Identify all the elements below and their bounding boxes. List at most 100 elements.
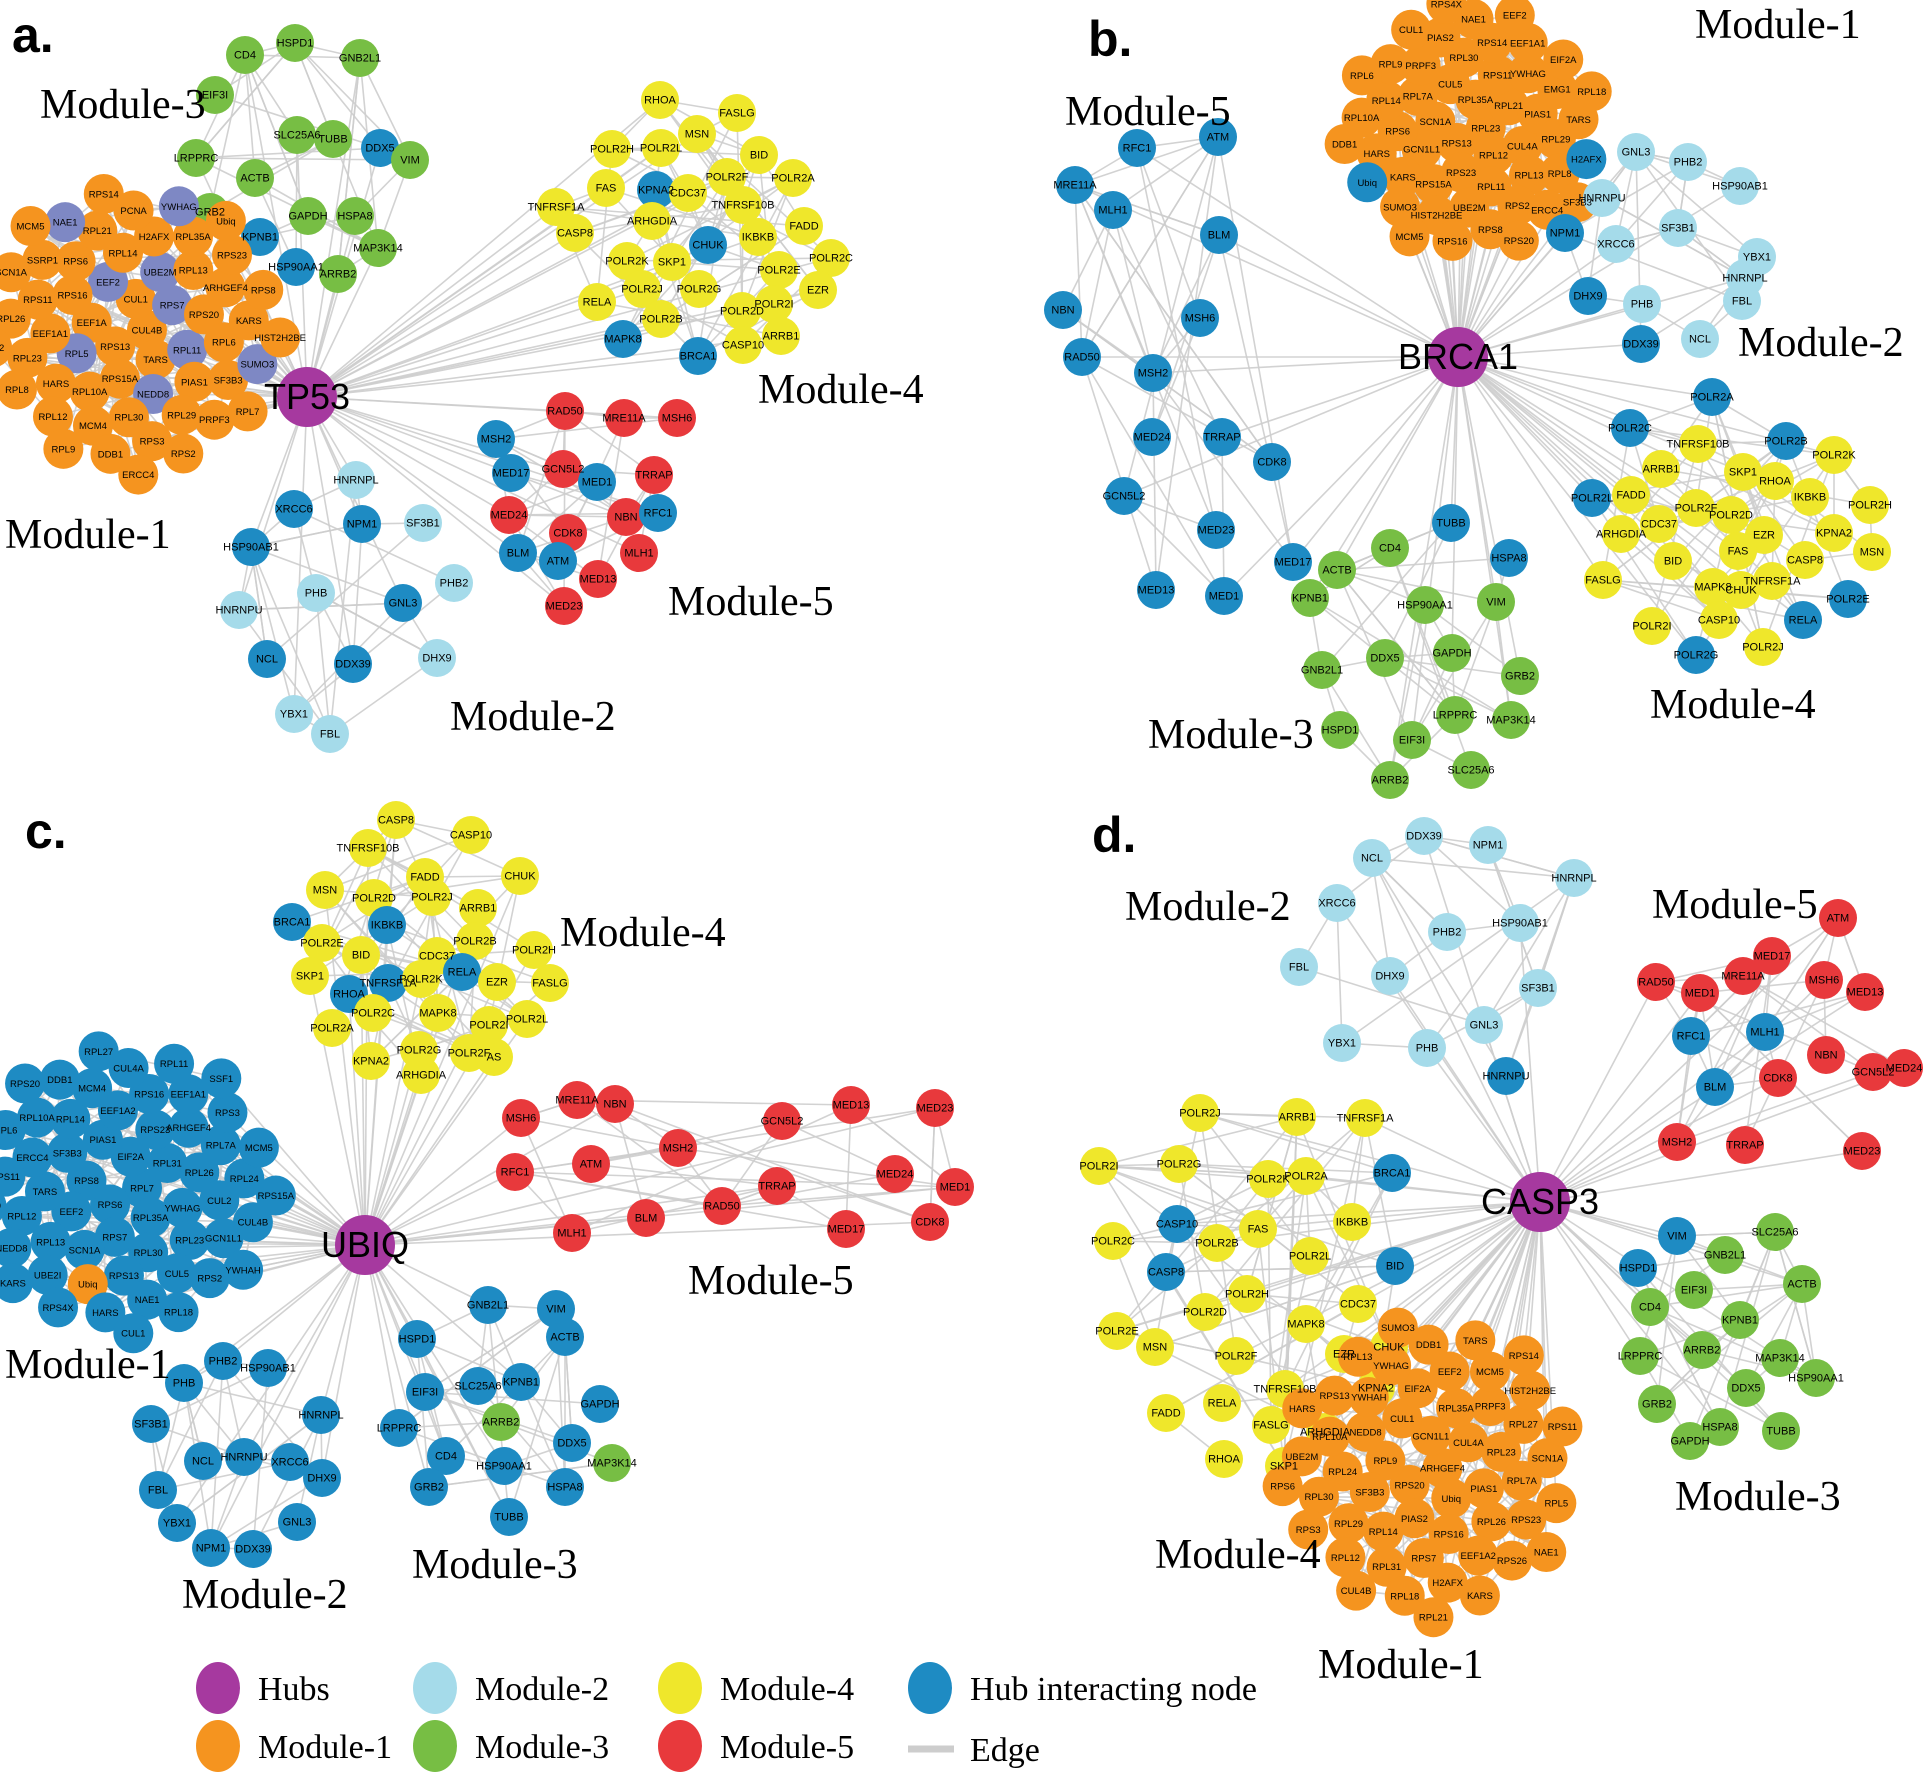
node-rpl9 <box>43 428 84 469</box>
node-label: PCNA <box>120 206 147 217</box>
node-label: RHOA <box>333 989 365 1001</box>
node-label: RPL6 <box>212 338 236 349</box>
node-label: SCN1A <box>1532 1454 1564 1465</box>
node-rpl26 <box>179 1152 220 1193</box>
node-rpl31 <box>147 1142 188 1183</box>
node-label: POLR2B <box>1764 436 1807 448</box>
node-label: YBX1 <box>1328 1038 1356 1050</box>
node-rps11 <box>1477 55 1518 96</box>
node-rpl24 <box>1322 1451 1363 1492</box>
node-label: RPL10A <box>1312 1432 1348 1443</box>
edge <box>1178 1163 1393 1174</box>
legend-swatch-module-4 <box>658 1662 702 1714</box>
edge <box>576 1099 723 1207</box>
node-label: RPS2 <box>1505 201 1530 212</box>
node-label: ATM <box>1207 132 1229 144</box>
node-label: PIAS1 <box>1524 109 1551 120</box>
node-label: HIST2H2BE <box>1411 211 1463 222</box>
node-label: ATM <box>580 1159 602 1171</box>
module-label-module-4: Module-4 <box>560 910 726 956</box>
node-label: HSPD1 <box>1322 725 1359 737</box>
module-label-module-3: Module-3 <box>40 82 206 128</box>
node-tubb <box>1432 504 1470 542</box>
node-cdc37 <box>1339 1285 1377 1323</box>
node-label: RPL7 <box>130 1184 154 1195</box>
node-label: MRE11A <box>1053 180 1097 192</box>
hub-node-casp3 <box>1510 1172 1570 1232</box>
edge <box>210 1244 366 1549</box>
node-rps26 <box>1491 1540 1532 1581</box>
node-arrb1 <box>1642 450 1680 488</box>
node-arrb1 <box>762 317 800 355</box>
node-label: HSP90AA1 <box>476 1461 532 1473</box>
node-rps20 <box>5 1063 46 1104</box>
node-ddb1 <box>1408 1324 1449 1365</box>
node-label: MSH2 <box>1138 368 1169 380</box>
legend-label-module-4: Module-4 <box>720 1671 854 1708</box>
node-cdc37 <box>669 174 707 212</box>
node-lrpprc <box>1436 696 1474 734</box>
node-tnfrsf1a <box>369 964 407 1002</box>
node-label: TNFRSF10B <box>712 200 775 212</box>
node-rpl12 <box>32 396 73 437</box>
node-label: CASP10 <box>450 830 492 842</box>
node-label: ARHGEF4 <box>203 283 248 294</box>
edge <box>1742 975 1905 1069</box>
node-ubiq <box>1431 1478 1472 1519</box>
edge <box>1152 356 1459 374</box>
node-label: RPS7 <box>102 1232 127 1243</box>
edge <box>1785 440 1849 600</box>
node-rps13 <box>1314 1375 1355 1416</box>
node-tubb <box>314 120 352 158</box>
node-label: RPL9 <box>1373 1456 1397 1467</box>
edge <box>1152 234 1220 374</box>
hub-node-ubiq <box>335 1215 395 1275</box>
node-atm <box>572 1145 610 1183</box>
node-label: DDX5 <box>1370 653 1399 665</box>
node-label: RPL14 <box>108 248 137 259</box>
node-label: POLR2C <box>1091 1236 1135 1248</box>
module-label-module-2: Module-2 <box>1738 320 1904 366</box>
node-label: KPNB1 <box>1292 593 1328 605</box>
node-label: POLR2C <box>351 1008 395 1020</box>
node-med17 <box>827 1210 865 1248</box>
node-label: RAD50 <box>1638 977 1673 989</box>
node-arhgef4 <box>168 1107 209 1148</box>
node-label: HSPA8 <box>1702 1422 1737 1434</box>
node-ezr <box>478 963 516 1001</box>
node-label: POLR2H <box>1848 500 1892 512</box>
edge <box>1204 1117 1366 1313</box>
node-cd4 <box>1631 1288 1669 1326</box>
node-ywhag <box>1507 53 1548 94</box>
node-cdk8 <box>911 1203 949 1241</box>
node-label: TRRAP <box>758 1181 795 1193</box>
node-label: EIF3I <box>1681 1285 1707 1297</box>
node-label: ARHGDIA <box>1300 1427 1351 1439</box>
edge <box>1690 991 1866 1037</box>
edge <box>306 396 354 665</box>
node-label: DHX9 <box>422 653 451 665</box>
edge <box>1305 1175 1541 1203</box>
legend-label-module-3: Module-3 <box>475 1729 609 1766</box>
module-label-module-4: Module-4 <box>1650 682 1816 728</box>
node-arhgdia <box>1602 515 1640 553</box>
edge <box>1081 209 1114 358</box>
edge <box>1539 1150 1863 1203</box>
edge <box>306 206 557 398</box>
node-label: RPL11 <box>160 1059 188 1070</box>
edge <box>266 522 424 660</box>
node-label: FBL <box>148 1485 168 1497</box>
node-label: POLR2K <box>1246 1174 1290 1186</box>
node-rps2 <box>189 1258 230 1299</box>
node-label: POLR2K <box>605 256 649 268</box>
node-label: POLR2G <box>397 1045 442 1057</box>
edge <box>306 133 698 398</box>
node-label: CD4 <box>234 50 256 62</box>
node-faslg <box>1584 561 1622 599</box>
node-label: RPL12 <box>1479 150 1508 161</box>
node-label: NPM1 <box>196 1543 227 1555</box>
edge <box>348 993 366 1246</box>
node-ikbkb <box>1791 478 1829 516</box>
node-tnfrsf10b <box>1679 425 1717 463</box>
node-msh6 <box>658 399 696 437</box>
